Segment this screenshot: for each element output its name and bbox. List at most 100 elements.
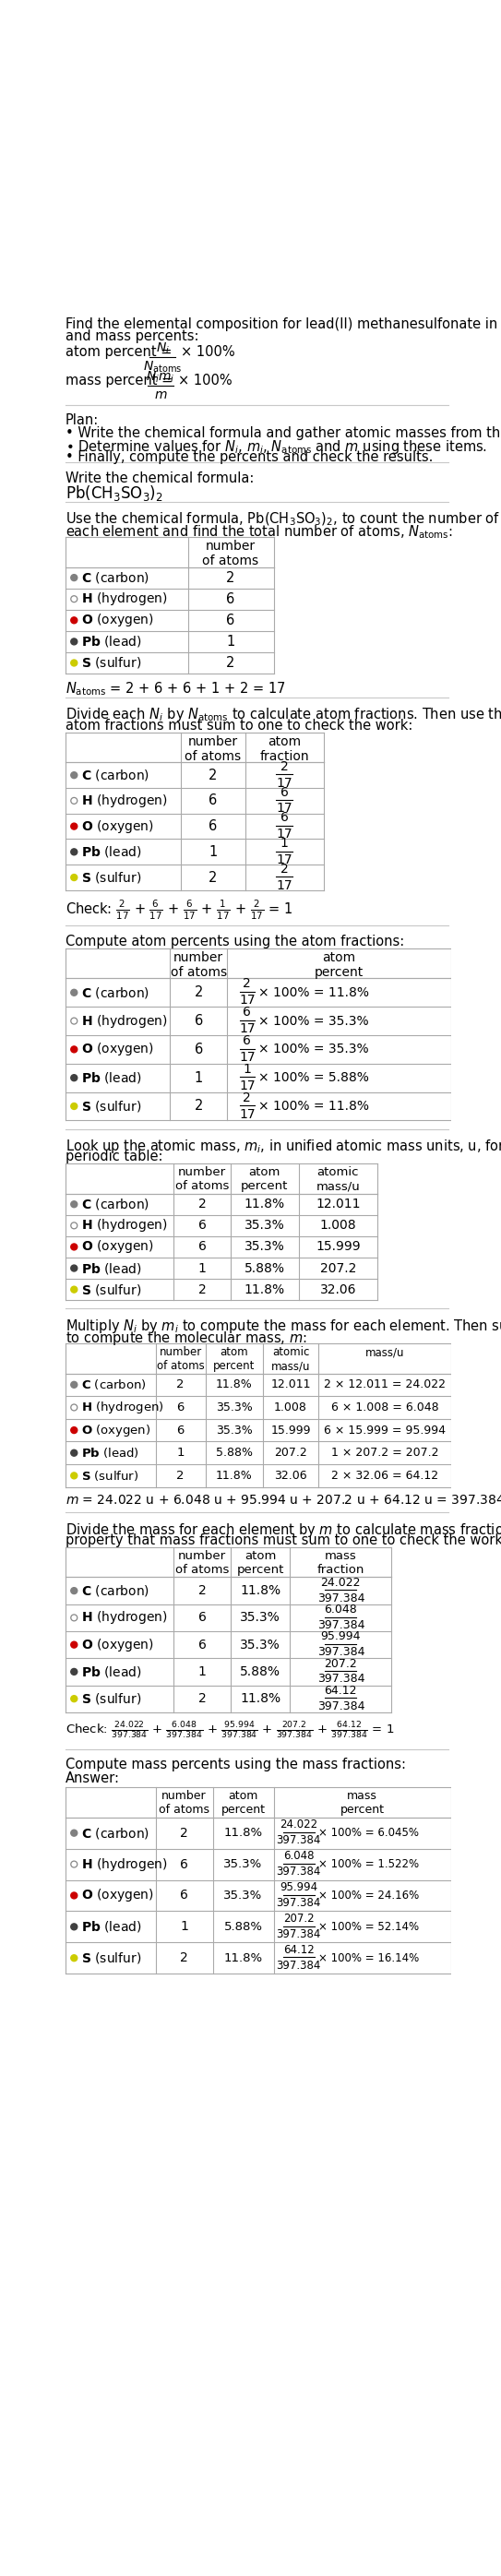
Text: number
of atoms: number of atoms xyxy=(157,1347,204,1373)
Text: 2: 2 xyxy=(198,1692,206,1705)
Text: atom
percent: atom percent xyxy=(315,951,364,979)
Text: 2: 2 xyxy=(226,572,235,585)
Text: 6: 6 xyxy=(177,1425,184,1437)
Text: 397.384: 397.384 xyxy=(317,1620,365,1631)
Text: $m$ = 24.022 u + 6.048 u + 95.994 u + 207.2 u + 64.12 u = 397.384 u: $m$ = 24.022 u + 6.048 u + 95.994 u + 20… xyxy=(66,1494,501,1507)
Text: 17: 17 xyxy=(276,775,293,788)
Ellipse shape xyxy=(71,1404,77,1412)
Text: 207.2: 207.2 xyxy=(274,1448,307,1458)
Text: 35.3%: 35.3% xyxy=(223,1891,263,1901)
Text: 207.2: 207.2 xyxy=(320,1262,356,1275)
Text: 6: 6 xyxy=(198,1610,206,1625)
Text: • Finally, compute the percents and check the results.: • Finally, compute the percents and chec… xyxy=(66,451,433,464)
Text: Answer:: Answer: xyxy=(66,1772,120,1785)
Text: 2: 2 xyxy=(208,871,217,884)
Text: Find the elemental composition for lead(II) methanesulfonate in terms of the ato: Find the elemental composition for lead(… xyxy=(66,317,501,332)
Text: 95.994: 95.994 xyxy=(321,1631,361,1643)
Text: atom
percent: atom percent xyxy=(236,1551,284,1577)
Text: $\mathbf{S}$ (sulfur): $\mathbf{S}$ (sulfur) xyxy=(81,1468,139,1484)
Ellipse shape xyxy=(71,773,77,778)
Text: $\mathbf{H}$ (hydrogen): $\mathbf{H}$ (hydrogen) xyxy=(81,1610,168,1625)
Text: 11.8%: 11.8% xyxy=(240,1692,281,1705)
Text: 5.88%: 5.88% xyxy=(244,1262,285,1275)
Text: $\mathbf{O}$ (oxygen): $\mathbf{O}$ (oxygen) xyxy=(81,1239,154,1255)
Text: $\mathbf{C}$ (carbon): $\mathbf{C}$ (carbon) xyxy=(81,1198,150,1211)
Text: 6: 6 xyxy=(198,1242,206,1255)
Ellipse shape xyxy=(71,1224,77,1229)
Text: $\mathbf{H}$ (hydrogen): $\mathbf{H}$ (hydrogen) xyxy=(81,1855,168,1873)
Text: $\mathbf{Pb}$ (lead): $\mathbf{Pb}$ (lead) xyxy=(81,1445,139,1461)
Text: 397.384: 397.384 xyxy=(317,1646,365,1659)
Text: 5.88%: 5.88% xyxy=(216,1448,253,1458)
Text: periodic table:: periodic table: xyxy=(66,1149,163,1164)
Text: 2: 2 xyxy=(177,1471,184,1481)
Text: $\mathbf{Pb}$ (lead): $\mathbf{Pb}$ (lead) xyxy=(81,1072,142,1084)
Text: $\mathbf{S}$ (sulfur): $\mathbf{S}$ (sulfur) xyxy=(81,1283,141,1296)
Text: 2: 2 xyxy=(243,976,251,989)
Text: 15.999: 15.999 xyxy=(316,1242,360,1255)
Text: $\mathbf{C}$ (carbon): $\mathbf{C}$ (carbon) xyxy=(81,1584,150,1597)
Text: $\mathbf{H}$ (hydrogen): $\mathbf{H}$ (hydrogen) xyxy=(81,1218,168,1234)
Text: × 100% = 52.14%: × 100% = 52.14% xyxy=(318,1922,418,1932)
Text: mass
fraction: mass fraction xyxy=(317,1551,365,1577)
Text: number
of atoms: number of atoms xyxy=(175,1167,229,1193)
Text: 1: 1 xyxy=(194,1072,203,1084)
Text: $\mathbf{S}$ (sulfur): $\mathbf{S}$ (sulfur) xyxy=(81,1100,141,1113)
Text: number
of atoms: number of atoms xyxy=(175,1551,229,1577)
Text: 95.994: 95.994 xyxy=(280,1880,318,1893)
Text: 11.8%: 11.8% xyxy=(216,1471,253,1481)
Text: 2: 2 xyxy=(243,1092,251,1105)
Ellipse shape xyxy=(71,824,77,829)
Ellipse shape xyxy=(71,873,77,881)
Ellipse shape xyxy=(71,799,77,804)
Text: 2 × 12.011 = 24.022: 2 × 12.011 = 24.022 xyxy=(324,1378,446,1391)
Text: $\mathbf{O}$ (oxygen): $\mathbf{O}$ (oxygen) xyxy=(81,819,154,835)
Text: 12.011: 12.011 xyxy=(316,1198,360,1211)
Text: $\mathbf{C}$ (carbon): $\mathbf{C}$ (carbon) xyxy=(81,984,150,999)
Text: atom
percent: atom percent xyxy=(241,1167,289,1193)
Ellipse shape xyxy=(71,595,77,603)
Text: 6: 6 xyxy=(226,613,235,626)
Text: Compute atom percents using the atom fractions:: Compute atom percents using the atom fra… xyxy=(66,935,404,948)
Ellipse shape xyxy=(71,1893,77,1899)
Text: number
of atoms: number of atoms xyxy=(170,951,226,979)
Text: 35.3%: 35.3% xyxy=(244,1242,285,1255)
Text: $\mathbf{C}$ (carbon): $\mathbf{C}$ (carbon) xyxy=(81,569,150,585)
Text: 24.022: 24.022 xyxy=(280,1819,318,1832)
Text: 2 × 32.06 = 64.12: 2 × 32.06 = 64.12 xyxy=(331,1471,438,1481)
Text: $\mathbf{S}$ (sulfur): $\mathbf{S}$ (sulfur) xyxy=(81,1950,141,1965)
Text: $\mathbf{O}$ (oxygen): $\mathbf{O}$ (oxygen) xyxy=(81,1041,154,1059)
Text: to compute the molecular mass, $m$:: to compute the molecular mass, $m$: xyxy=(66,1329,307,1347)
Text: $\mathbf{Pb}$ (lead): $\mathbf{Pb}$ (lead) xyxy=(81,1919,142,1935)
Text: 2: 2 xyxy=(198,1584,206,1597)
Text: 6: 6 xyxy=(243,1005,251,1020)
Text: 6: 6 xyxy=(194,1043,203,1056)
Ellipse shape xyxy=(71,1924,77,1929)
Text: × 100% = 6.045%: × 100% = 6.045% xyxy=(318,1826,418,1839)
Text: 35.3%: 35.3% xyxy=(216,1401,253,1414)
Ellipse shape xyxy=(71,1829,77,1837)
Text: atom
fraction: atom fraction xyxy=(260,734,309,762)
Text: atomic
mass/u: atomic mass/u xyxy=(271,1347,310,1373)
Text: 2: 2 xyxy=(280,760,289,773)
Text: 207.2: 207.2 xyxy=(283,1911,314,1924)
Text: 35.3%: 35.3% xyxy=(244,1218,285,1231)
Text: 17: 17 xyxy=(239,994,255,1007)
Text: 24.022: 24.022 xyxy=(321,1577,361,1589)
Text: 32.06: 32.06 xyxy=(274,1471,307,1481)
Text: 397.384: 397.384 xyxy=(276,1960,321,1971)
Ellipse shape xyxy=(71,659,77,667)
Text: 6: 6 xyxy=(226,592,235,605)
Text: atom
percent: atom percent xyxy=(221,1790,266,1816)
Text: mass percent =: mass percent = xyxy=(66,374,173,386)
Text: 6: 6 xyxy=(180,1857,188,1870)
Text: × 100% = 5.88%: × 100% = 5.88% xyxy=(259,1072,369,1084)
Text: Compute mass percents using the mass fractions:: Compute mass percents using the mass fra… xyxy=(66,1757,406,1772)
Ellipse shape xyxy=(71,1695,77,1703)
Ellipse shape xyxy=(71,1615,77,1620)
Text: 17: 17 xyxy=(239,1023,255,1036)
Ellipse shape xyxy=(71,1381,77,1388)
Text: 15.999: 15.999 xyxy=(271,1425,311,1437)
Text: 17: 17 xyxy=(239,1051,255,1064)
Text: $\mathbf{O}$ (oxygen): $\mathbf{O}$ (oxygen) xyxy=(81,1422,151,1437)
